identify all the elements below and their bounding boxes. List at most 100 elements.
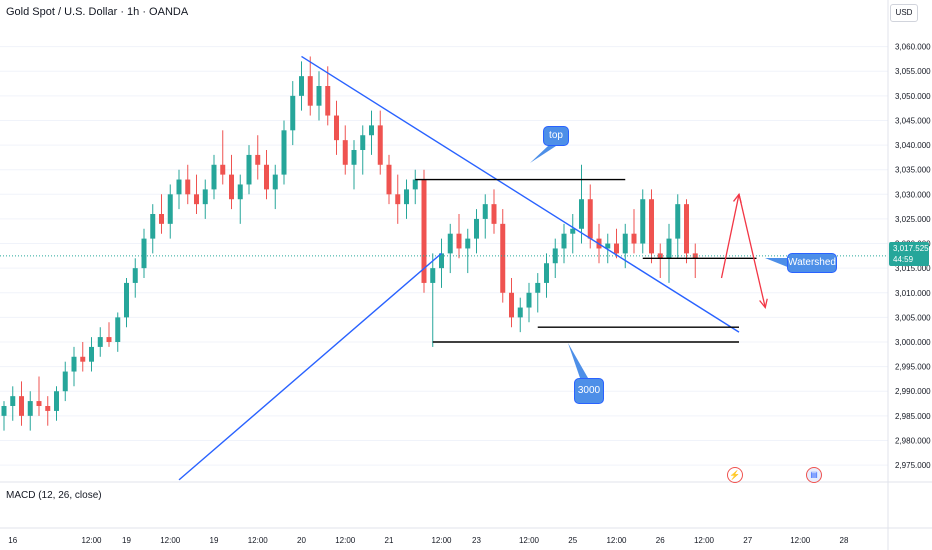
y-tick-label: 3,040.000: [895, 141, 931, 150]
callout-top[interactable]: top: [543, 126, 569, 146]
y-tick-label: 3,030.000: [895, 190, 931, 199]
candle-body: [684, 204, 689, 254]
x-tick-label: 25: [568, 536, 577, 545]
candle-body: [255, 154, 261, 165]
x-tick-label: 12:00: [790, 536, 811, 545]
x-tick-label: 28: [840, 536, 849, 545]
candle-body: [465, 238, 471, 249]
candle-body: [10, 396, 16, 406]
candle-body: [587, 199, 593, 239]
candle-body: [62, 371, 68, 392]
macd-indicator-label[interactable]: MACD (12, 26, close): [6, 490, 102, 501]
x-tick-label: 12:00: [431, 536, 452, 545]
candle-body: [115, 317, 121, 342]
candle-body: [526, 292, 532, 308]
candle-body: [176, 179, 182, 195]
candle-body: [19, 396, 24, 416]
candle-body: [106, 337, 112, 342]
trendline: [178, 252, 442, 481]
candle-body: [229, 174, 234, 200]
x-tick-label: 19: [210, 536, 219, 545]
currency-button[interactable]: USD: [890, 4, 918, 22]
lightning-icon[interactable]: ⚡: [727, 467, 743, 483]
candle-body: [622, 233, 628, 254]
candle-body: [430, 268, 436, 283]
candle-body: [482, 204, 488, 219]
candle-body: [80, 356, 86, 362]
candle-body: [185, 179, 191, 195]
x-tick-label: 26: [656, 536, 665, 545]
candle-body: [377, 125, 383, 165]
candle-body: [439, 253, 444, 269]
candle-body: [369, 125, 374, 136]
candle-body: [325, 86, 331, 116]
y-tick-label: 3,010.000: [895, 289, 931, 298]
candle-body: [474, 218, 479, 239]
y-tick-label: 3,045.000: [895, 116, 931, 125]
candle-body: [395, 194, 401, 205]
last-price-value: 3,017.525: [893, 244, 929, 253]
candle-body: [404, 189, 409, 205]
candle-body: [194, 194, 199, 205]
callout-watershed[interactable]: Watershed: [787, 253, 837, 273]
candle-body: [631, 233, 637, 244]
candle-body: [605, 243, 611, 249]
candle-body: [456, 233, 462, 249]
y-tick-label: 3,025.000: [895, 215, 931, 224]
candle-body: [640, 199, 646, 244]
x-tick-label: 27: [743, 536, 752, 545]
x-tick-label: 12:00: [160, 536, 181, 545]
candle-body: [264, 164, 269, 190]
candle-body: [675, 204, 681, 239]
projection-arrowhead: [759, 298, 768, 309]
x-tick-label: 12:00: [694, 536, 715, 545]
y-tick-label: 3,055.000: [895, 67, 931, 76]
candle-body: [447, 233, 453, 254]
candle-body: [281, 130, 287, 175]
candle-body: [89, 346, 94, 362]
candle-body: [54, 391, 59, 411]
candle-body: [124, 282, 129, 318]
candle-body: [211, 164, 217, 190]
countdown-timer: 44:59: [893, 255, 914, 264]
candle-body: [412, 179, 418, 190]
candle-body: [299, 76, 304, 96]
us-flag-icon[interactable]: ▤: [806, 467, 822, 483]
candle-body: [167, 194, 173, 224]
callout-3000[interactable]: 3000: [574, 378, 604, 404]
y-tick-label: 3,015.000: [895, 264, 931, 273]
x-tick-label: 12:00: [335, 536, 356, 545]
candle-body: [535, 282, 541, 293]
candle-body: [649, 199, 654, 254]
candle-body: [517, 307, 523, 318]
candle-body: [570, 228, 576, 234]
x-tick-label: 20: [297, 536, 306, 545]
trendline: [301, 55, 740, 333]
x-tick-label: 19: [122, 536, 131, 545]
x-tick-label: 12:00: [248, 536, 269, 545]
candle-body: [1, 406, 7, 416]
x-tick-label: 12:00: [519, 536, 540, 545]
candle-body: [351, 150, 357, 165]
y-tick-label: 2,990.000: [895, 387, 931, 396]
callout-3000-pointer: [568, 343, 588, 378]
last-price-tag: 3,017.525 44:59: [889, 242, 929, 266]
candle-body: [421, 179, 427, 283]
candle-body: [666, 238, 672, 259]
candle-body: [307, 76, 313, 106]
x-tick-label: 12:00: [606, 536, 627, 545]
candle-body: [220, 164, 226, 175]
candle-body: [342, 140, 348, 165]
candle-body: [491, 204, 497, 224]
candle-body: [692, 253, 698, 259]
y-tick-label: 3,000.000: [895, 338, 931, 347]
candle-body: [97, 337, 103, 347]
callout-top-pointer: [530, 146, 556, 163]
y-tick-label: 3,005.000: [895, 313, 931, 322]
candle-body: [614, 243, 619, 254]
candle-body: [334, 115, 339, 141]
candle-body: [150, 214, 156, 239]
symbol-title[interactable]: Gold Spot / U.S. Dollar · 1h · OANDA: [6, 6, 189, 18]
y-tick-label: 2,985.000: [895, 412, 931, 421]
